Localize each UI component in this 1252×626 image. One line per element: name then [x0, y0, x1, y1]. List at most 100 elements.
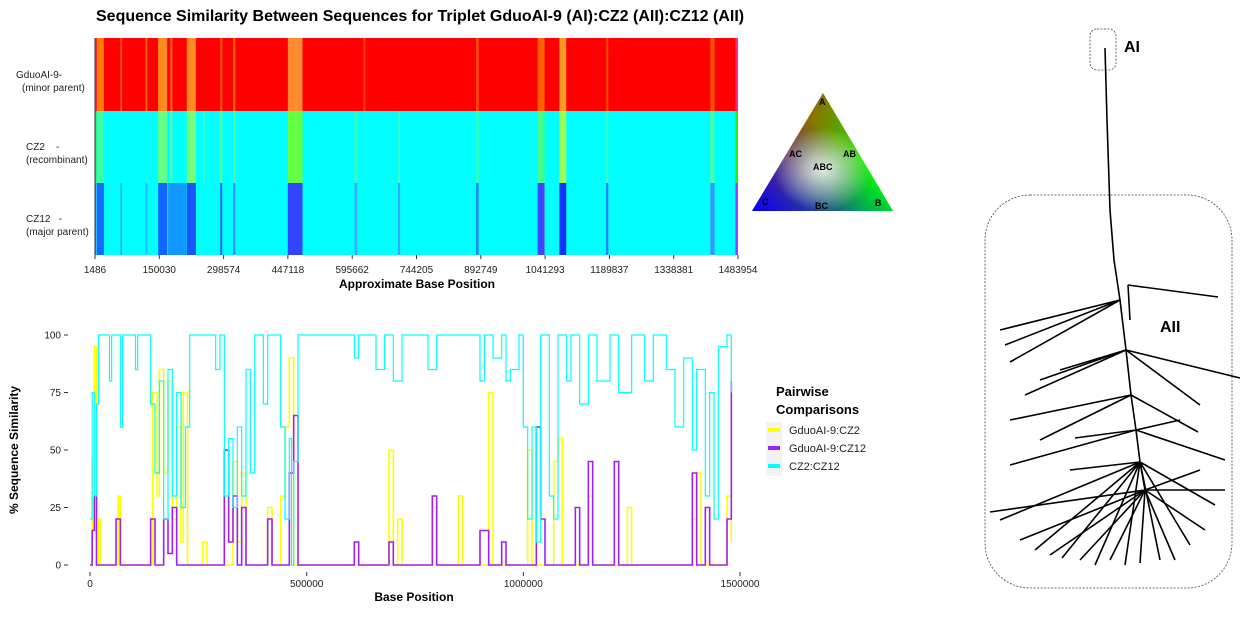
tree-branch	[1074, 429, 1137, 439]
tree-branch	[1109, 489, 1146, 561]
heatmap-stripe	[158, 183, 168, 255]
heatmap-stripe	[537, 111, 545, 183]
heatmap-stripe	[220, 183, 223, 255]
tree-branch	[1039, 394, 1132, 441]
heatmap-x-label: Approximate Base Position	[339, 277, 495, 291]
heatmap-tick-label: 447118	[272, 265, 305, 276]
heatmap-tick-label: 150030	[143, 265, 177, 276]
ternary-label-abc: ABC	[813, 162, 833, 172]
row-label-1a: GduoAI-9-	[16, 70, 62, 81]
heatmap-stripe	[287, 38, 303, 111]
heatmap-stripe	[537, 38, 545, 111]
heatmap-stripe	[606, 38, 609, 111]
tree-branch	[1144, 489, 1206, 531]
heatmap-stripe	[170, 38, 173, 111]
heatmap-stripe	[202, 111, 205, 183]
heatmap-stripe	[168, 183, 187, 255]
heatmap-row-3	[95, 183, 738, 255]
tree-branch	[1125, 349, 1201, 406]
heatmap-stripe	[145, 183, 148, 255]
heatmap-tick-label: 595662	[336, 265, 370, 276]
heatmap-stripe	[95, 38, 97, 111]
line-y-label: % Sequence Similarity	[7, 386, 21, 514]
tree-branch	[1135, 419, 1181, 431]
clade-aii-label: AII	[1160, 319, 1180, 336]
heatmap-stripe	[735, 183, 738, 255]
heatmap-stripe	[233, 183, 236, 255]
heatmap-stripe	[233, 111, 236, 183]
heatmap-stripe	[158, 38, 168, 111]
heatmap-tick-label: 892749	[464, 265, 498, 276]
tree-branch	[1104, 47, 1108, 121]
legend-label-gduoai9-cz2: GduoAI-9:CZ2	[789, 425, 860, 437]
heatmap-stripe	[476, 183, 479, 255]
clade-ai-label: AI	[1124, 39, 1140, 56]
x-tick-label: 500000	[290, 579, 324, 590]
heatmap-stripe	[559, 111, 567, 183]
heatmap-row-1	[95, 38, 738, 111]
heatmap-row-labels: GduoAI-9- (minor parent) CZ2 - (recombin…	[16, 70, 89, 238]
tree-branch	[1139, 461, 1216, 506]
tree-branch	[1024, 349, 1127, 396]
tree-branch	[999, 461, 1141, 521]
heatmap-stripe	[220, 111, 223, 183]
heatmap-tick-label: 298574	[207, 265, 241, 276]
heatmap-tick-label: 1189837	[590, 265, 629, 276]
ternary-label-c: C	[762, 197, 769, 207]
heatmap-tick-label: 1483954	[719, 265, 758, 276]
x-tick-label: 1500000	[721, 579, 760, 590]
heatmap-stripe	[606, 111, 609, 183]
series-line-gduoai-9-cz2	[90, 345, 733, 566]
series-line-gduoai-9-cz12	[90, 381, 733, 566]
tree-branch	[1034, 461, 1141, 551]
tree-branch	[1119, 299, 1127, 351]
legend-label-cz2-cz12: CZ2:CZ12	[789, 461, 840, 473]
tree-branch	[1139, 461, 1161, 561]
heatmap-stripe	[96, 38, 104, 111]
heatmap-stripe	[233, 38, 236, 111]
heatmap-stripe	[559, 183, 567, 255]
tree-branch	[1124, 461, 1141, 566]
row-label-1b: (minor parent)	[22, 83, 85, 94]
heatmap-stripe	[710, 183, 715, 255]
heatmap-stripe	[287, 111, 303, 183]
legend-title-2: Comparisons	[776, 402, 859, 417]
tree-branch	[1113, 259, 1121, 301]
heatmap-tick-label: 1486	[84, 265, 107, 276]
tree-branch	[989, 489, 1146, 513]
heatmap-stripe	[397, 111, 401, 183]
heatmap-stripe	[476, 111, 479, 183]
tree-branch	[1061, 461, 1141, 559]
tree-branch	[1125, 349, 1241, 379]
tree-branch	[1069, 461, 1141, 471]
tree-branch	[1139, 489, 1146, 564]
heatmap-stripe	[220, 38, 223, 111]
heatmap-stripe	[186, 111, 196, 183]
tree-branch	[1109, 209, 1115, 261]
y-tick-label: 25	[50, 503, 62, 514]
y-tick-label: 0	[55, 561, 61, 572]
heatmap-stripe	[354, 183, 358, 255]
clade-aii-box	[984, 194, 1233, 589]
tree-branch	[1009, 299, 1121, 363]
row-label-2a: CZ2 -	[26, 142, 59, 153]
tree-branch	[1004, 299, 1121, 346]
tree-branch	[1144, 469, 1201, 491]
heatmap-stripe	[158, 111, 168, 183]
heatmap-tick-label: 1041293	[526, 265, 565, 276]
x-tick-label: 1000000	[504, 579, 543, 590]
y-tick-label: 50	[50, 446, 62, 457]
heatmap-stripe	[186, 38, 196, 111]
heatmap-stripe	[537, 183, 545, 255]
heatmap-row-2	[95, 111, 738, 183]
tree-branch	[1127, 284, 1219, 298]
heatmap-stripe	[120, 183, 123, 255]
row-label-3a: CZ12 -	[26, 214, 62, 225]
heatmap-stripe	[120, 38, 123, 111]
heatmap-stripe	[95, 183, 97, 255]
heatmap-stripe	[710, 38, 715, 111]
ternary-label-ac: AC	[789, 149, 802, 159]
tree-branch	[1125, 349, 1132, 396]
heatmap-stripe	[559, 38, 567, 111]
ternary-label-bc: BC	[815, 201, 828, 211]
